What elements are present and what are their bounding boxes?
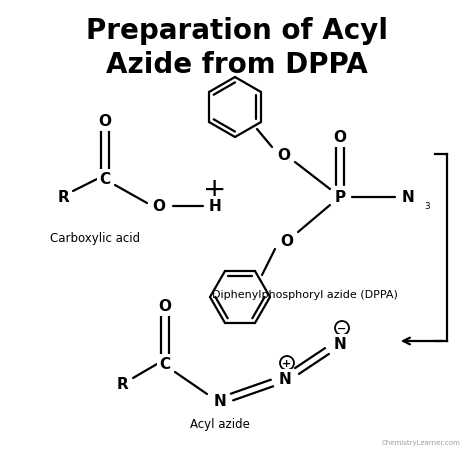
Text: +: + <box>203 175 227 203</box>
Text: O: O <box>153 199 165 214</box>
Text: −: − <box>337 323 346 333</box>
Text: Diphenylphosphoryl azide (DPPA): Diphenylphosphoryl azide (DPPA) <box>212 290 398 299</box>
Text: $_3$: $_3$ <box>424 199 431 212</box>
Text: O: O <box>334 130 346 145</box>
Text: R: R <box>116 377 128 391</box>
Text: O: O <box>277 148 291 163</box>
Text: Preparation of Acyl
Azide from DPPA: Preparation of Acyl Azide from DPPA <box>86 17 388 78</box>
Text: N: N <box>401 190 414 205</box>
Text: Acyl azide: Acyl azide <box>190 417 250 430</box>
Text: N: N <box>334 337 346 352</box>
Text: C: C <box>100 172 110 187</box>
Text: N: N <box>214 394 227 409</box>
Text: N: N <box>279 372 292 387</box>
Text: C: C <box>159 357 171 372</box>
Text: O: O <box>99 114 111 129</box>
Text: O: O <box>281 234 293 249</box>
Text: +: + <box>283 358 292 368</box>
Text: Carboxylic acid: Carboxylic acid <box>50 231 140 244</box>
Text: R: R <box>57 190 69 205</box>
Text: ChemistryLearner.com: ChemistryLearner.com <box>381 439 460 445</box>
Text: O: O <box>158 299 172 314</box>
Text: P: P <box>335 190 346 205</box>
Text: H: H <box>209 199 221 214</box>
